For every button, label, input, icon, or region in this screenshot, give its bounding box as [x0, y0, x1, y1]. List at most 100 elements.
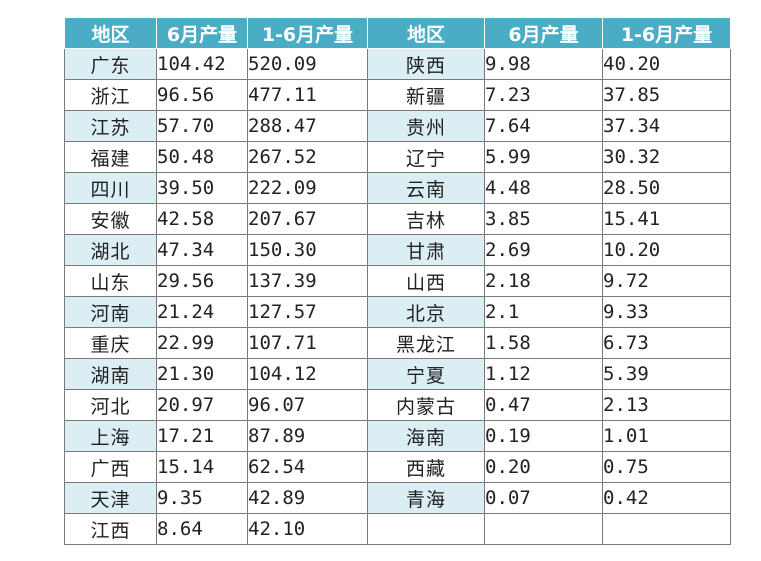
table-row: 广东 104.42 520.09 陕西 9.98 40.20 [64, 48, 731, 80]
cell-region: 山东 [64, 265, 157, 297]
cell-region: 天津 [64, 482, 157, 514]
table-row: 江西 8.64 42.10 [64, 513, 731, 545]
table-row: 安徽 42.58 207.67 吉林 3.85 15.41 [64, 203, 731, 235]
cell-region: 河南 [64, 296, 157, 328]
cell-jan-jun-output: 520.09 [247, 48, 368, 80]
cell-june-output-2: 9.98 [484, 48, 603, 80]
cell-jan-jun-output-2: 15.41 [602, 203, 731, 235]
cell-june-output: 21.24 [156, 296, 248, 328]
cell-june-output: 8.64 [156, 513, 248, 545]
cell-region-2: 内蒙古 [367, 389, 485, 421]
table-row: 山东 29.56 137.39 山西 2.18 9.72 [64, 265, 731, 297]
cell-jan-jun-output: 150.30 [247, 234, 368, 266]
cell-jan-jun-output: 42.10 [247, 513, 368, 545]
cell-jan-jun-output-2: 28.50 [602, 172, 731, 204]
header-row: 地区 6月产量 1-6月产量 地区 6月产量 1-6月产量 [64, 17, 731, 49]
cell-june-output-2: 2.69 [484, 234, 603, 266]
header-jan-jun-output: 1-6月产量 [247, 17, 368, 49]
cell-region-2: 西藏 [367, 451, 485, 483]
cell-jan-jun-output-2: 0.42 [602, 482, 731, 514]
table-row: 江苏 57.70 288.47 贵州 7.64 37.34 [64, 110, 731, 142]
cell-june-output: 47.34 [156, 234, 248, 266]
cell-jan-jun-output-2: 10.20 [602, 234, 731, 266]
table-row: 湖南 21.30 104.12 宁夏 1.12 5.39 [64, 358, 731, 390]
cell-region: 江西 [64, 513, 157, 545]
cell-jan-jun-output: 127.57 [247, 296, 368, 328]
cell-region-2: 甘肃 [367, 234, 485, 266]
cell-june-output: 50.48 [156, 141, 248, 173]
cell-region: 湖北 [64, 234, 157, 266]
cell-region: 浙江 [64, 79, 157, 111]
cell-june-output-2: 4.48 [484, 172, 603, 204]
cell-region-2: 陕西 [367, 48, 485, 80]
cell-jan-jun-output-2: 6.73 [602, 327, 731, 359]
cell-june-output: 104.42 [156, 48, 248, 80]
cell-region-2: 北京 [367, 296, 485, 328]
table-row: 上海 17.21 87.89 海南 0.19 1.01 [64, 420, 731, 452]
cell-june-output: 20.97 [156, 389, 248, 421]
cell-june-output-2: 2.1 [484, 296, 603, 328]
header-region: 地区 [64, 17, 157, 49]
empty-cell [602, 513, 731, 545]
cell-region-2: 贵州 [367, 110, 485, 142]
cell-jan-jun-output-2: 9.33 [602, 296, 731, 328]
cell-region: 江苏 [64, 110, 157, 142]
cell-june-output-2: 0.07 [484, 482, 603, 514]
table-header: 地区 6月产量 1-6月产量 地区 6月产量 1-6月产量 [64, 17, 731, 49]
cell-june-output: 57.70 [156, 110, 248, 142]
cell-region-2: 云南 [367, 172, 485, 204]
cell-jan-jun-output: 137.39 [247, 265, 368, 297]
cell-jan-jun-output-2: 37.85 [602, 79, 731, 111]
cell-region: 重庆 [64, 327, 157, 359]
cell-region-2: 辽宁 [367, 141, 485, 173]
cell-june-output-2: 0.19 [484, 420, 603, 452]
cell-region: 河北 [64, 389, 157, 421]
cell-jan-jun-output: 107.71 [247, 327, 368, 359]
table-row: 福建 50.48 267.52 辽宁 5.99 30.32 [64, 141, 731, 173]
header-june-output-2: 6月产量 [484, 17, 603, 49]
header-jan-jun-output-2: 1-6月产量 [602, 17, 731, 49]
cell-jan-jun-output: 62.54 [247, 451, 368, 483]
cell-jan-jun-output-2: 2.13 [602, 389, 731, 421]
cell-june-output-2: 0.20 [484, 451, 603, 483]
cell-jan-jun-output-2: 40.20 [602, 48, 731, 80]
table-row: 重庆 22.99 107.71 黑龙江 1.58 6.73 [64, 327, 731, 359]
cell-jan-jun-output: 96.07 [247, 389, 368, 421]
cell-jan-jun-output-2: 9.72 [602, 265, 731, 297]
cell-region: 广东 [64, 48, 157, 80]
empty-cell [367, 513, 485, 545]
cell-jan-jun-output-2: 1.01 [602, 420, 731, 452]
cell-jan-jun-output: 42.89 [247, 482, 368, 514]
cell-june-output-2: 1.58 [484, 327, 603, 359]
table-row: 河南 21.24 127.57 北京 2.1 9.33 [64, 296, 731, 328]
cell-region-2: 海南 [367, 420, 485, 452]
cell-region: 四川 [64, 172, 157, 204]
header-region-2: 地区 [367, 17, 485, 49]
cell-june-output-2: 0.47 [484, 389, 603, 421]
cell-jan-jun-output-2: 0.75 [602, 451, 731, 483]
production-table: 地区 6月产量 1-6月产量 地区 6月产量 1-6月产量 广东 104.42 52… [64, 17, 731, 545]
cell-region-2: 青海 [367, 482, 485, 514]
cell-jan-jun-output-2: 30.32 [602, 141, 731, 173]
cell-jan-jun-output: 207.67 [247, 203, 368, 235]
cell-region: 广西 [64, 451, 157, 483]
table-row: 广西 15.14 62.54 西藏 0.20 0.75 [64, 451, 731, 483]
cell-june-output: 29.56 [156, 265, 248, 297]
cell-region-2: 山西 [367, 265, 485, 297]
table-row: 四川 39.50 222.09 云南 4.48 28.50 [64, 172, 731, 204]
cell-region: 安徽 [64, 203, 157, 235]
cell-june-output: 21.30 [156, 358, 248, 390]
cell-jan-jun-output: 87.89 [247, 420, 368, 452]
cell-jan-jun-output: 477.11 [247, 79, 368, 111]
cell-jan-jun-output-2: 37.34 [602, 110, 731, 142]
cell-region-2: 吉林 [367, 203, 485, 235]
cell-june-output: 96.56 [156, 79, 248, 111]
cell-region-2: 新疆 [367, 79, 485, 111]
cell-june-output-2: 1.12 [484, 358, 603, 390]
cell-jan-jun-output: 104.12 [247, 358, 368, 390]
empty-cell [484, 513, 603, 545]
header-june-output: 6月产量 [156, 17, 248, 49]
table-row: 湖北 47.34 150.30 甘肃 2.69 10.20 [64, 234, 731, 266]
cell-june-output-2: 2.18 [484, 265, 603, 297]
cell-june-output: 39.50 [156, 172, 248, 204]
